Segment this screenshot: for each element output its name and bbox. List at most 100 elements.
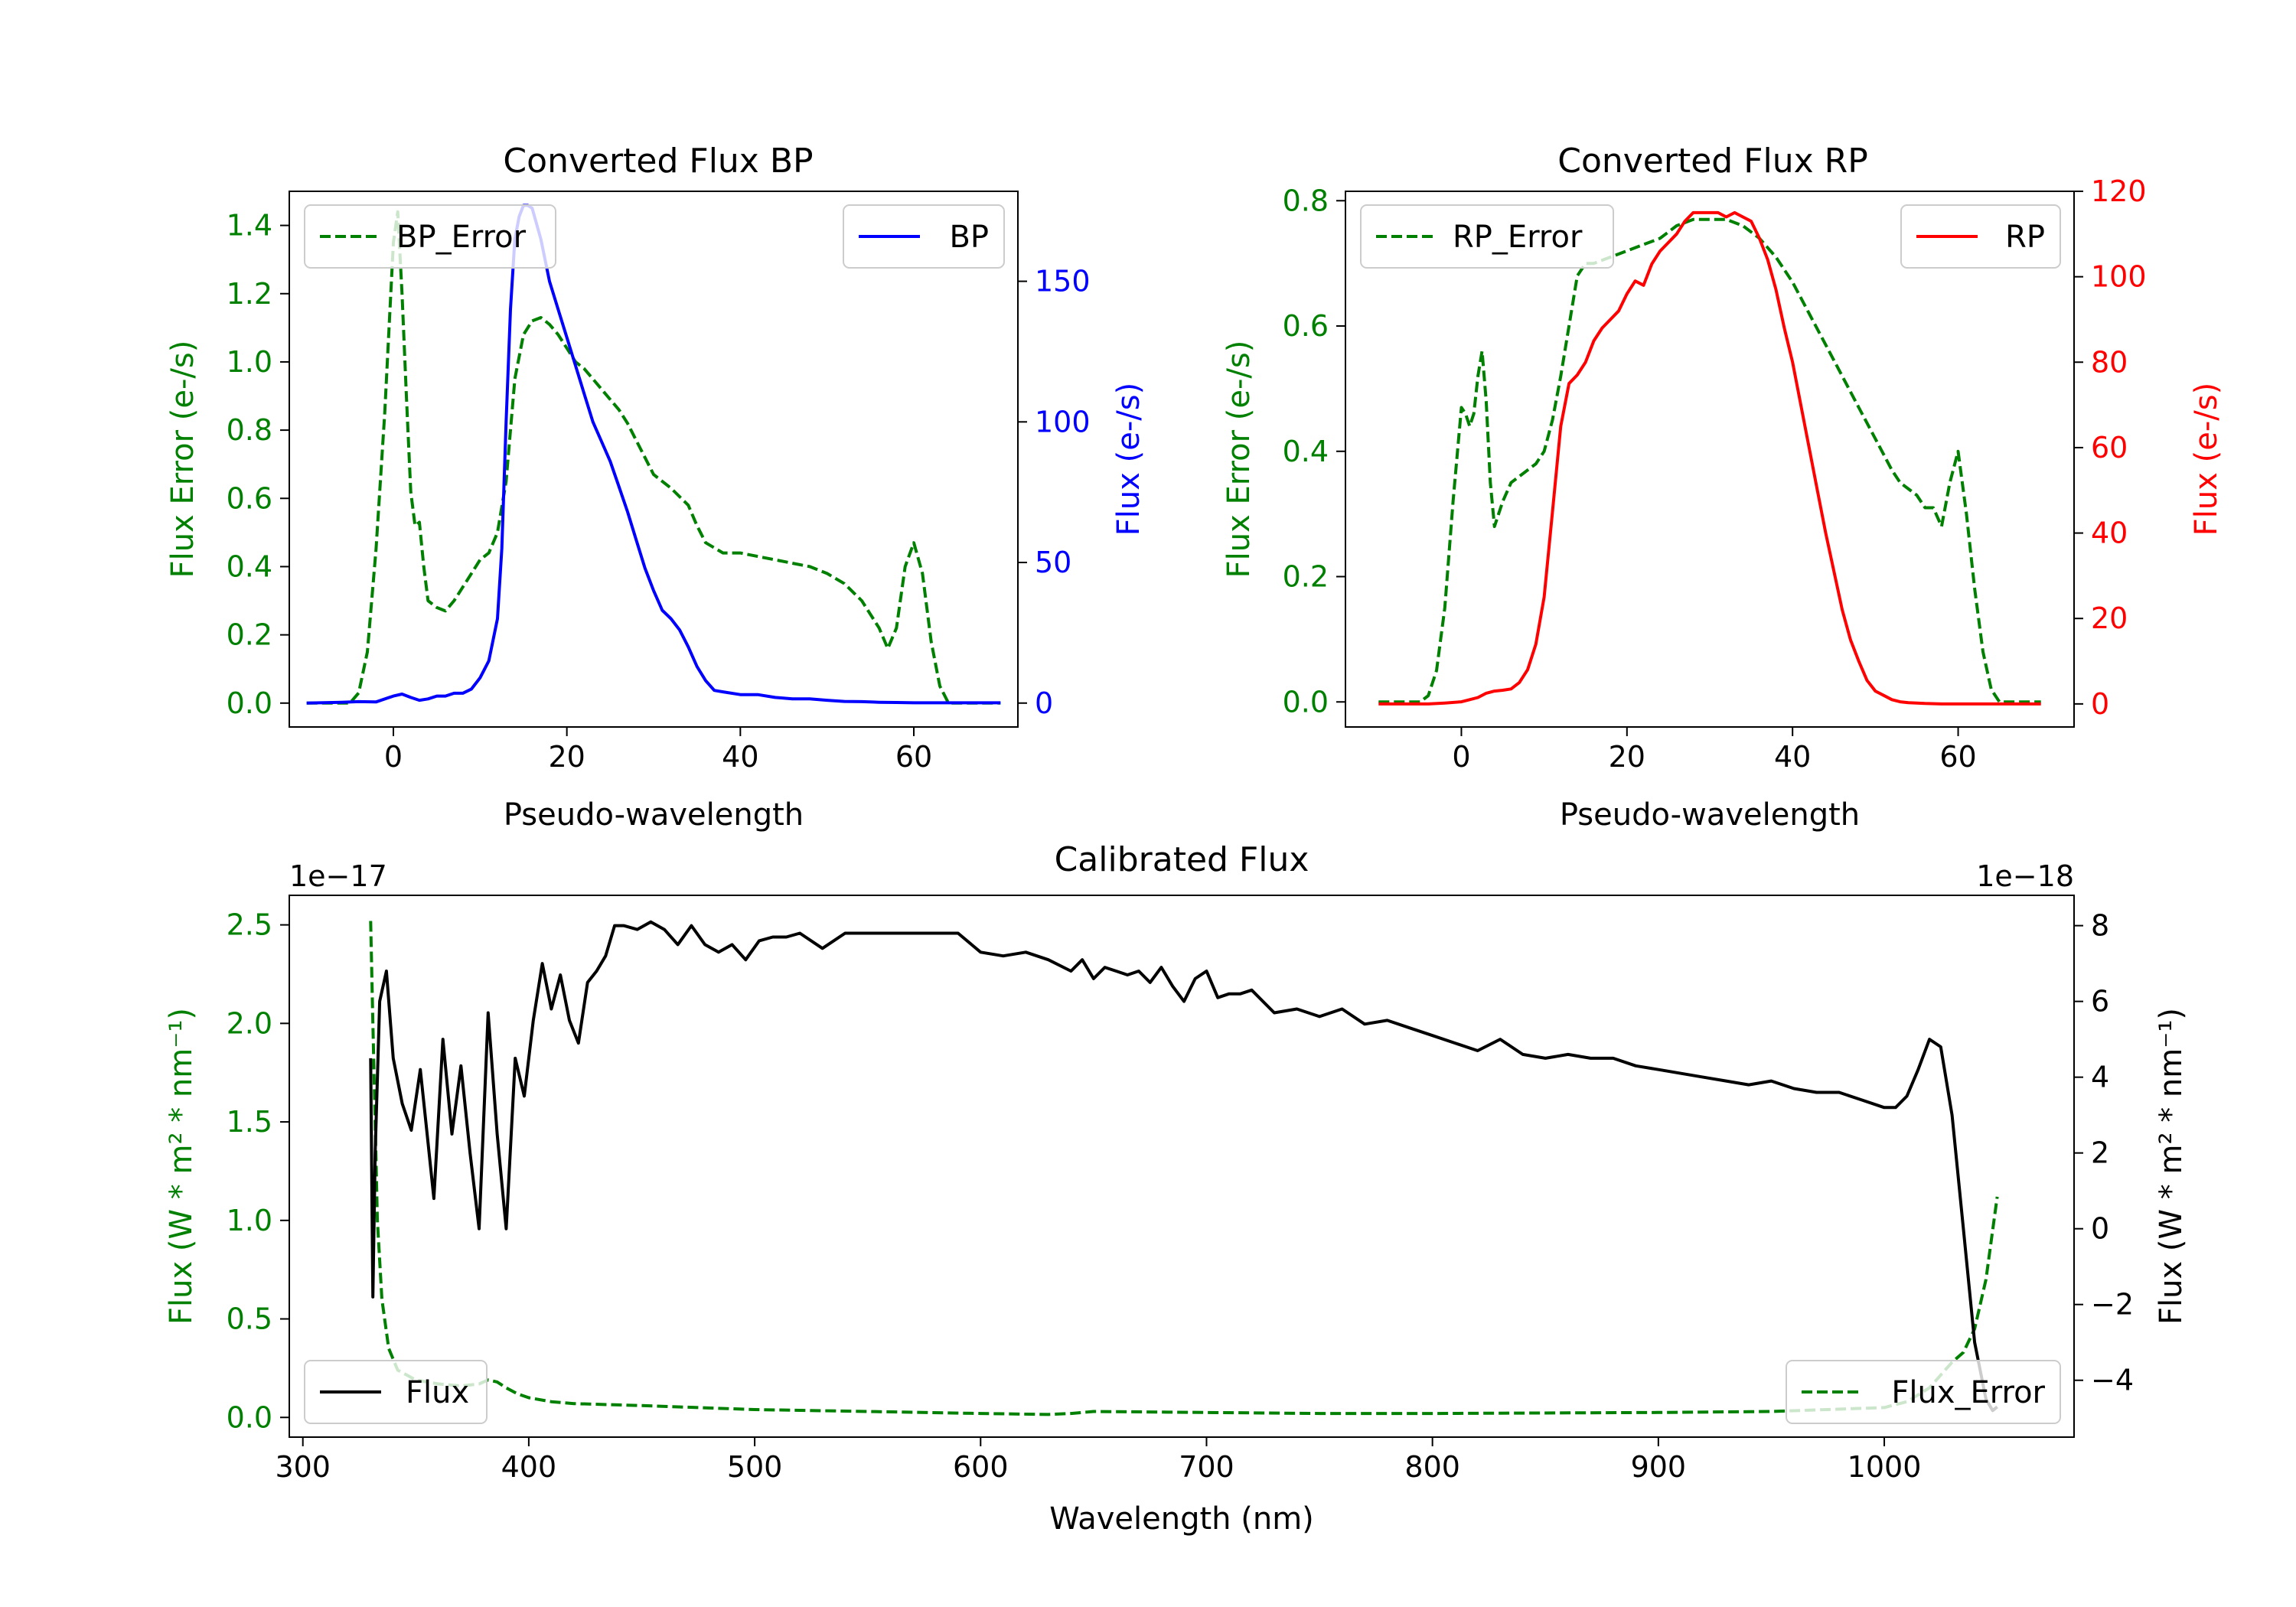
- cal-legend-right-label: Flux_Error: [1891, 1375, 2045, 1410]
- rp-ytick-right-label: 60: [2091, 431, 2128, 464]
- bp-xtick-label: 40: [722, 740, 758, 774]
- bp-ytick-left-label: 0.0: [227, 686, 272, 720]
- bp-legend-left-box: [304, 204, 556, 269]
- rp-ylabel-right: Flux (e-/s): [2189, 383, 2224, 536]
- rp-ytick-left-label: 0.2: [1283, 560, 1329, 594]
- bp-legend-right-label: BP: [949, 220, 989, 255]
- cal-xtick-label: 400: [501, 1450, 557, 1484]
- bp-xticks: 0 20 40 60: [384, 727, 932, 774]
- cal-offset-left: 1e−17: [289, 859, 387, 893]
- cal-xtick-label: 900: [1631, 1450, 1687, 1484]
- cal-ytick-left-label: 1.5: [227, 1105, 272, 1139]
- cal-legend-right-box: [1786, 1360, 2061, 1424]
- bp-yticks-right: 0 50 100 150: [1018, 265, 1091, 720]
- bp-series-bp: [306, 204, 1001, 705]
- rp-xtick-label: 0: [1452, 740, 1470, 774]
- rp-ytick-left-label: 0.0: [1283, 685, 1329, 719]
- cal-ytick-right-label: 8: [2091, 909, 2109, 943]
- cal-ytick-left-label: 2.5: [227, 908, 272, 942]
- bp-ytick-left-label: 0.2: [227, 618, 272, 652]
- bp-ytick-right-label: 100: [1035, 405, 1091, 438]
- bp-legend-right-box: [843, 204, 1005, 269]
- cal-xtick-label: 600: [953, 1450, 1009, 1484]
- rp-ytick-right-label: 120: [2091, 174, 2147, 208]
- cal-offset-right: 1e−18: [1976, 859, 2074, 893]
- cal-ytick-left-label: 2.0: [227, 1006, 272, 1040]
- cal-yticks-right: −4 −2 0 2 4 6 8: [2074, 909, 2134, 1397]
- cal-xlabel: Wavelength (nm): [1049, 1501, 1314, 1537]
- cal-ytick-right-label: 2: [2091, 1136, 2109, 1170]
- cal-panel: Calibrated Flux 1e−17 1e−18 300 400 500 600…: [164, 840, 2189, 1537]
- bp-ytick-right-label: 50: [1035, 546, 1071, 579]
- cal-xtick-label: 800: [1404, 1450, 1460, 1484]
- bp-legend-right: BP: [843, 204, 1005, 269]
- bp-ytick-right-label: 0: [1035, 686, 1053, 720]
- rp-xticks: 0 20 40 60: [1452, 727, 1977, 774]
- rp-xtick-label: 60: [1939, 740, 1976, 774]
- cal-legend-left-label: Flux: [406, 1375, 469, 1410]
- bp-ytick-left-label: 0.6: [227, 481, 272, 515]
- bp-xtick-label: 60: [895, 740, 932, 774]
- bp-ytick-left-label: 1.0: [227, 345, 272, 379]
- rp-yticks-right: 0 20 40 60 80 100 120: [2074, 174, 2147, 721]
- cal-ytick-left-label: 0.5: [227, 1302, 272, 1336]
- rp-legend-right: RP: [1900, 204, 2061, 269]
- bp-ytick-left-label: 0.4: [227, 549, 272, 583]
- cal-ytick-right-label: −2: [2091, 1288, 2134, 1322]
- rp-panel: Converted Flux RP 0 20 40 60 0.00.20.40.60.…: [1221, 142, 2224, 833]
- bp-series-layer: [306, 204, 1001, 705]
- bp-series-bp-error: [306, 210, 1001, 705]
- cal-legend-left-box: [304, 1360, 488, 1424]
- cal-xtick-label: 500: [727, 1450, 783, 1484]
- rp-series-rp-error: [1378, 217, 2041, 704]
- rp-xlabel: Pseudo-wavelength: [1560, 797, 1860, 833]
- bp-title: Converted Flux BP: [503, 142, 813, 181]
- rp-series-layer: [1378, 210, 2041, 706]
- bp-ytick-left-label: 1.2: [227, 277, 272, 311]
- cal-ytick-right-label: 0: [2091, 1212, 2109, 1246]
- rp-frame: [1345, 191, 2075, 728]
- rp-xtick-label: 20: [1609, 740, 1645, 774]
- cal-yticks-left: 0.0 0.5 1.0 1.5 2.0 2.5: [227, 908, 289, 1434]
- rp-legend-left: RP_Error: [1360, 204, 1614, 269]
- bp-ylabel-left: Flux Error (e-/s): [165, 341, 201, 579]
- rp-ytick-right-label: 80: [2091, 345, 2128, 379]
- rp-series-rp: [1378, 210, 2041, 706]
- bp-xtick-label: 20: [548, 740, 585, 774]
- bp-ytick-left-label: 1.4: [227, 209, 272, 243]
- cal-frame: [289, 895, 2075, 1438]
- cal-xticks: 300 400 500 600 700 800 900 1000: [275, 1437, 1921, 1484]
- cal-ylabel-left: Flux (W * m² * nm⁻¹): [164, 1008, 199, 1325]
- bp-panel: Converted Flux BP 0 20 40 60 0.00.20.40.60.…: [165, 142, 1146, 833]
- rp-yticks-left: 0.0 0.2 0.4 0.6 0.8: [1283, 184, 1345, 719]
- rp-legend-right-label: RP: [2005, 220, 2045, 255]
- bp-xlabel: Pseudo-wavelength: [504, 797, 804, 833]
- cal-legend-left: Flux: [304, 1360, 488, 1424]
- rp-ylabel-left: Flux Error (e-/s): [1221, 341, 1257, 579]
- cal-ylabel-right: Flux (W * m² * nm⁻¹): [2154, 1008, 2189, 1325]
- cal-ytick-right-label: −4: [2091, 1364, 2134, 1397]
- bp-yticks-left: 0.0 0.2 0.4 0.6 0.8 1.0 1.2 1.4: [227, 209, 289, 720]
- rp-title: Converted Flux RP: [1557, 142, 1868, 181]
- rp-legend-left-label: RP_Error: [1453, 220, 1583, 255]
- rp-ytick-left-label: 0.4: [1283, 435, 1329, 468]
- rp-ytick-right-label: 100: [2091, 260, 2147, 294]
- cal-ytick-right-label: 6: [2091, 985, 2109, 1019]
- bp-xtick-label: 0: [384, 740, 403, 774]
- bp-ytick-right-label: 150: [1035, 265, 1091, 298]
- cal-xtick-label: 700: [1179, 1450, 1234, 1484]
- rp-legend-left-box: [1360, 204, 1614, 269]
- cal-ytick-left-label: 0.0: [227, 1400, 272, 1434]
- rp-ytick-left-label: 0.6: [1283, 309, 1329, 343]
- bp-legend-left-label: BP_Error: [396, 220, 527, 255]
- cal-title: Calibrated Flux: [1055, 840, 1309, 879]
- cal-series-flux: [369, 920, 1998, 1413]
- rp-ytick-right-label: 40: [2091, 517, 2128, 550]
- cal-ytick-right-label: 4: [2091, 1061, 2109, 1094]
- cal-xtick-label: 1000: [1848, 1450, 1922, 1484]
- bp-ytick-left-label: 0.8: [227, 413, 272, 447]
- cal-xtick-label: 300: [275, 1450, 331, 1484]
- rp-ytick-left-label: 0.8: [1283, 184, 1329, 217]
- bp-frame: [289, 191, 1019, 728]
